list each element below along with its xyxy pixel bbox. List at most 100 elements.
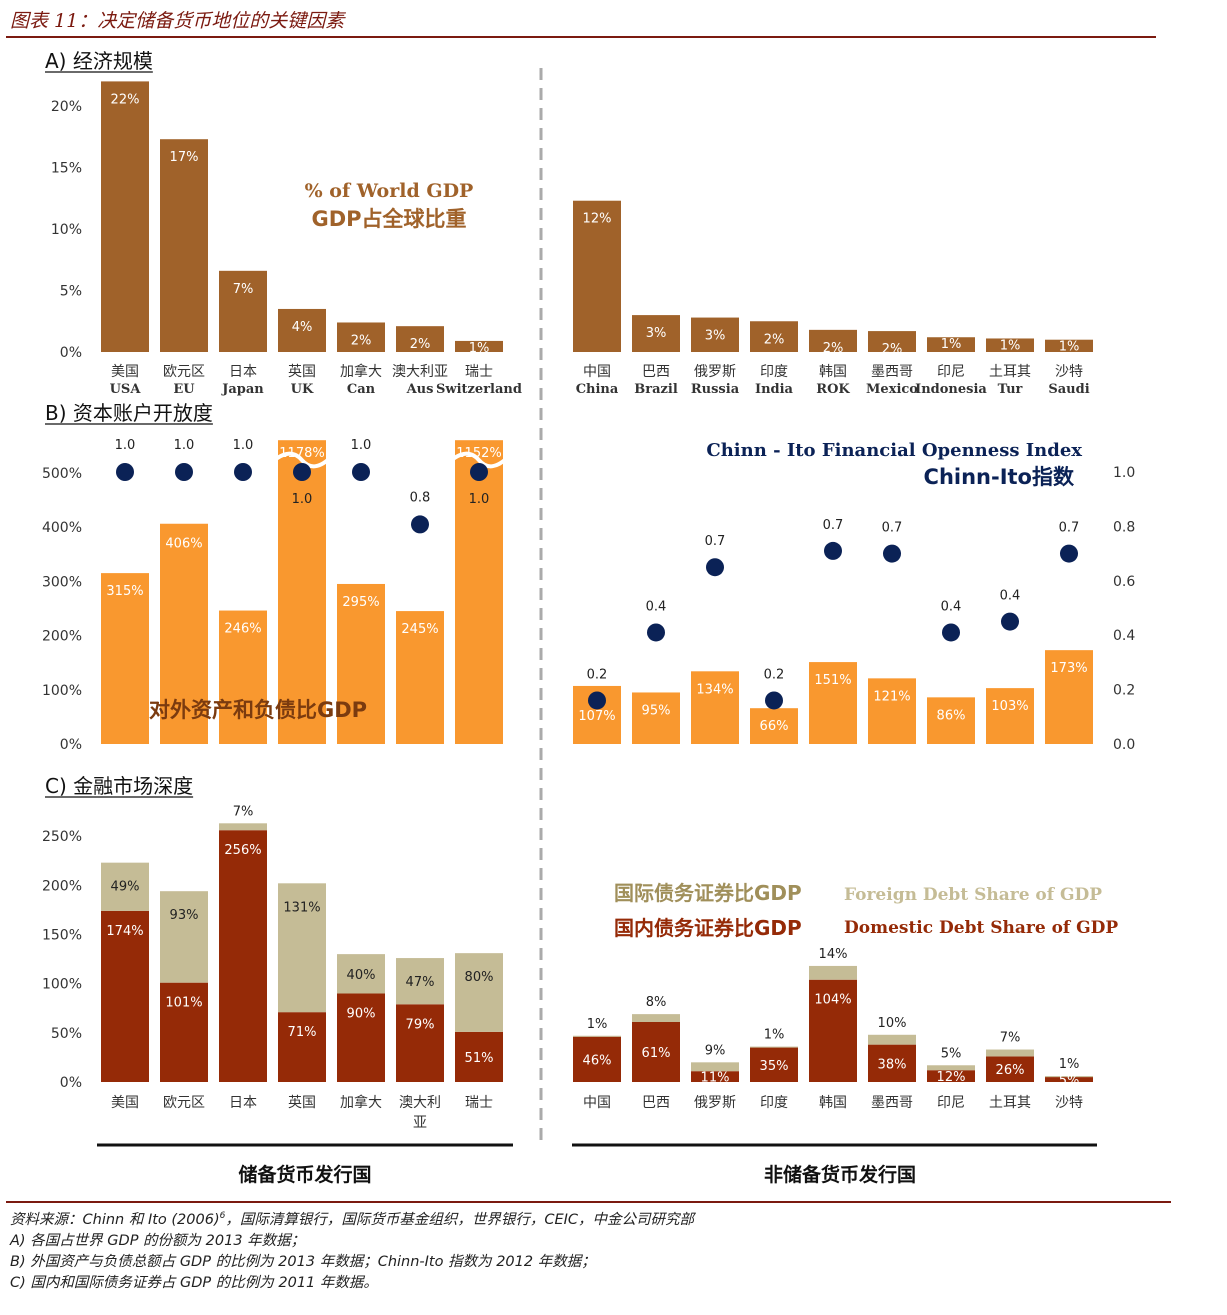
index-dot — [470, 463, 488, 481]
asset-label: 246% — [224, 622, 261, 637]
gdp-label: 1% — [469, 341, 490, 356]
gdp-bar — [691, 317, 739, 352]
asset-bar — [986, 688, 1034, 744]
panel-b-y-tick: 200% — [42, 629, 82, 645]
category-label-en: Switzerland — [436, 382, 522, 397]
asset-label: 245% — [401, 622, 438, 637]
foreign-label: 1% — [587, 1017, 608, 1032]
asset-bar — [455, 440, 503, 744]
category-label-cn: 韩国 — [819, 364, 847, 380]
gdp-label: 2% — [764, 332, 785, 347]
domestic-label: 101% — [165, 996, 202, 1011]
foreign-label: 93% — [170, 908, 199, 923]
category-label: 加拿大 — [340, 1094, 382, 1111]
gdp-bar — [750, 321, 798, 352]
index-label: 0.7 — [705, 534, 726, 549]
asset-label: 295% — [342, 595, 379, 610]
asset-label: 107% — [578, 709, 615, 724]
domestic-label: 26% — [996, 1063, 1025, 1078]
domestic-bar — [573, 1036, 621, 1082]
index-label: 0.4 — [941, 599, 962, 614]
category-label-cn: 土耳其 — [989, 364, 1031, 380]
panel-b-y-tick: 100% — [42, 683, 82, 699]
category-label: 澳大利 — [399, 1095, 441, 1111]
legend-domestic-cn: 国内债务证券比GDP — [614, 916, 802, 940]
category-label-cn: 印尼 — [937, 364, 965, 380]
category-label: 瑞士 — [465, 1095, 493, 1111]
source-line-1: 资料来源：Chinn 和 Ito (2006)6，国际清算银行，国际货币基金组织… — [10, 1211, 695, 1228]
category-label-en: Aus — [406, 382, 434, 397]
category-label-cn: 澳大利亚 — [392, 364, 448, 380]
category-label-cn: 巴西 — [642, 364, 670, 380]
domestic-bar — [927, 1070, 975, 1082]
domestic-label: 51% — [465, 1051, 494, 1066]
index-dot — [234, 463, 252, 481]
index-label: 1.0 — [115, 438, 136, 453]
category-label-cn: 英国 — [288, 363, 316, 380]
domestic-label: 104% — [814, 993, 851, 1008]
foreign-bar — [632, 1014, 680, 1023]
figure-title: 图表 11：决定储备货币地位的关键因素 — [10, 10, 345, 32]
panel-c-y-tick: 50% — [51, 1026, 82, 1042]
gdp-bar — [160, 139, 208, 352]
gdp-label: 1% — [1059, 340, 1080, 355]
foreign-bar — [868, 1034, 916, 1045]
panel-b-title: B) 资本账户开放度 — [45, 401, 213, 425]
index-dot — [352, 463, 370, 481]
foreign-bar — [278, 883, 326, 1013]
foreign-bar — [927, 1065, 975, 1071]
panel-b-y2-tick: 0.6 — [1113, 574, 1135, 590]
category-label-en: EU — [173, 382, 195, 397]
foreign-label: 9% — [705, 1043, 726, 1058]
foreign-bar — [160, 891, 208, 983]
index-label: 1.0 — [351, 438, 372, 453]
category-label-en: China — [576, 382, 619, 397]
foreign-bar — [750, 1046, 798, 1048]
category-label: 美国 — [111, 1095, 139, 1111]
category-label-cn: 俄罗斯 — [694, 364, 736, 380]
gdp-label: 2% — [823, 341, 844, 356]
asset-bar — [868, 678, 916, 744]
gdp-label: 2% — [351, 333, 372, 348]
foreign-label: 49% — [111, 880, 140, 895]
index-label: 0.4 — [646, 599, 667, 614]
gdp-label: 17% — [170, 150, 199, 165]
foreign-bar — [219, 823, 267, 831]
foreign-bar — [809, 965, 857, 980]
legend-foreign-en: Foreign Debt Share of GDP — [844, 885, 1102, 905]
foreign-bar — [101, 862, 149, 911]
foreign-label: 1% — [1059, 1057, 1080, 1072]
gdp-label: 7% — [233, 282, 254, 297]
panel-b-y2-tick: 0.0 — [1113, 737, 1135, 753]
index-label: 0.2 — [587, 667, 608, 682]
domestic-bar — [337, 993, 385, 1082]
panel-a-y-tick: 0% — [60, 345, 82, 361]
source-line-3: B) 外国资产与负债总额占 GDP 的比例为 2013 年数据；Chinn-It… — [10, 1253, 596, 1270]
source-line-4: C) 国内和国际债务证券占 GDP 的比例为 2011 年数据。 — [10, 1274, 378, 1291]
asset-label: 95% — [642, 703, 671, 718]
asset-label: 406% — [165, 537, 202, 552]
panel-a-y-tick: 15% — [51, 161, 82, 177]
gdp-bar — [868, 331, 916, 352]
foreign-label: 40% — [347, 968, 376, 983]
domestic-bar — [750, 1047, 798, 1082]
asset-bar — [632, 692, 680, 744]
group-label-nonreserve: 非储备货币发行国 — [764, 1163, 916, 1186]
domestic-bar — [986, 1056, 1034, 1082]
gdp-label: 2% — [882, 342, 903, 357]
category-label-en: UK — [291, 382, 314, 397]
domestic-bar — [1045, 1077, 1093, 1082]
category-label-en: USA — [110, 382, 142, 397]
domestic-label: 35% — [760, 1059, 789, 1074]
panel-a-y-tick: 20% — [51, 99, 82, 115]
category-label: 亚 — [413, 1115, 427, 1131]
foreign-label: 5% — [941, 1046, 962, 1061]
panel-c-y-tick: 200% — [42, 878, 82, 894]
domestic-bar — [160, 982, 208, 1082]
category-label-en: Mexico — [866, 382, 918, 397]
index-annotation-en: Chinn - Ito Financial Openness Index — [706, 440, 1082, 461]
index-dot — [647, 623, 665, 642]
index-dot — [706, 558, 724, 577]
asset-label: 121% — [873, 689, 910, 704]
index-label: 0.8 — [410, 490, 431, 505]
